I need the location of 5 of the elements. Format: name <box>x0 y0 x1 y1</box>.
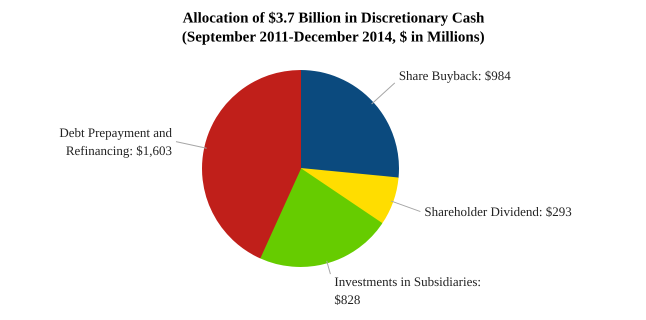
slice-label: Debt Prepayment and Refinancing: $1,603 <box>59 125 172 158</box>
slice-label: Shareholder Dividend: $293 <box>424 204 572 220</box>
slice-label: Investments in Subsidiaries: $828 <box>334 274 482 308</box>
chart-title: Allocation of $3.7 Billion in Discretionary Cash (September 2011-December 2014, $ in Millions) <box>182 10 486 46</box>
slice-label: Share Buyback: $984 <box>398 68 512 83</box>
